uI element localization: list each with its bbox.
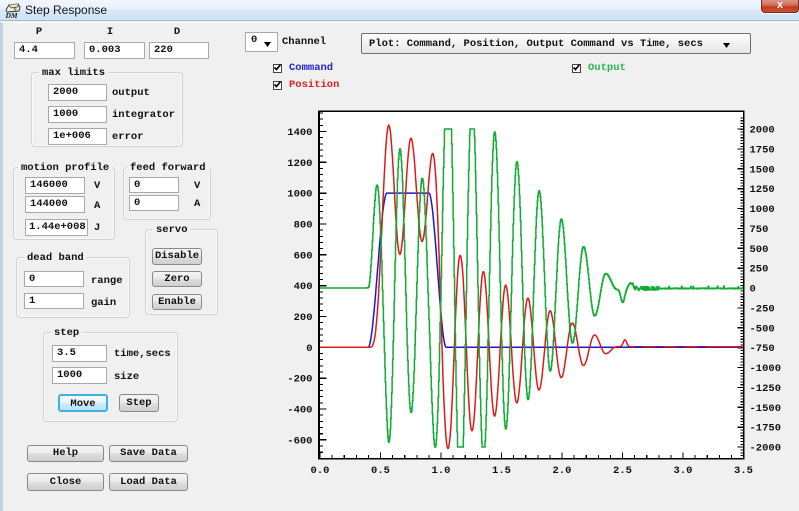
svg-text:1200: 1200 bbox=[287, 158, 312, 170]
svg-text:-600: -600 bbox=[287, 435, 312, 447]
svg-text:-400: -400 bbox=[287, 405, 312, 417]
svg-text:750: 750 bbox=[750, 224, 769, 236]
svg-text:1000: 1000 bbox=[287, 189, 312, 201]
svg-text:0.0: 0.0 bbox=[311, 465, 330, 477]
svg-text:3.0: 3.0 bbox=[674, 465, 693, 477]
svg-text:0: 0 bbox=[750, 284, 756, 296]
svg-text:200: 200 bbox=[294, 312, 313, 324]
svg-text:800: 800 bbox=[294, 220, 313, 232]
svg-text:1500: 1500 bbox=[750, 164, 775, 176]
svg-text:1.0: 1.0 bbox=[432, 465, 451, 477]
svg-text:0: 0 bbox=[306, 343, 312, 355]
svg-text:1250: 1250 bbox=[750, 184, 775, 196]
svg-text:1000: 1000 bbox=[750, 204, 775, 216]
svg-text:2000: 2000 bbox=[750, 125, 775, 137]
svg-text:-2000: -2000 bbox=[750, 443, 782, 455]
svg-text:DM: DM bbox=[5, 11, 18, 19]
svg-text:600: 600 bbox=[294, 250, 313, 262]
svg-text:-1500: -1500 bbox=[750, 403, 782, 415]
svg-text:-250: -250 bbox=[750, 304, 775, 316]
svg-text:-500: -500 bbox=[750, 323, 775, 335]
svg-text:3.5: 3.5 bbox=[734, 465, 753, 477]
svg-text:-750: -750 bbox=[750, 343, 775, 355]
svg-text:-1750: -1750 bbox=[750, 423, 782, 435]
svg-text:250: 250 bbox=[750, 264, 769, 276]
svg-text:-1000: -1000 bbox=[750, 363, 782, 375]
svg-text:1750: 1750 bbox=[750, 145, 775, 157]
svg-text:400: 400 bbox=[294, 281, 313, 293]
svg-text:1.5: 1.5 bbox=[492, 465, 511, 477]
svg-text:-1250: -1250 bbox=[750, 383, 782, 395]
svg-text:2.0: 2.0 bbox=[553, 465, 572, 477]
svg-text:500: 500 bbox=[750, 244, 769, 256]
svg-text:2.5: 2.5 bbox=[613, 465, 632, 477]
svg-text:-200: -200 bbox=[287, 374, 312, 386]
svg-text:1400: 1400 bbox=[287, 127, 312, 139]
svg-text:0.5: 0.5 bbox=[371, 465, 390, 477]
